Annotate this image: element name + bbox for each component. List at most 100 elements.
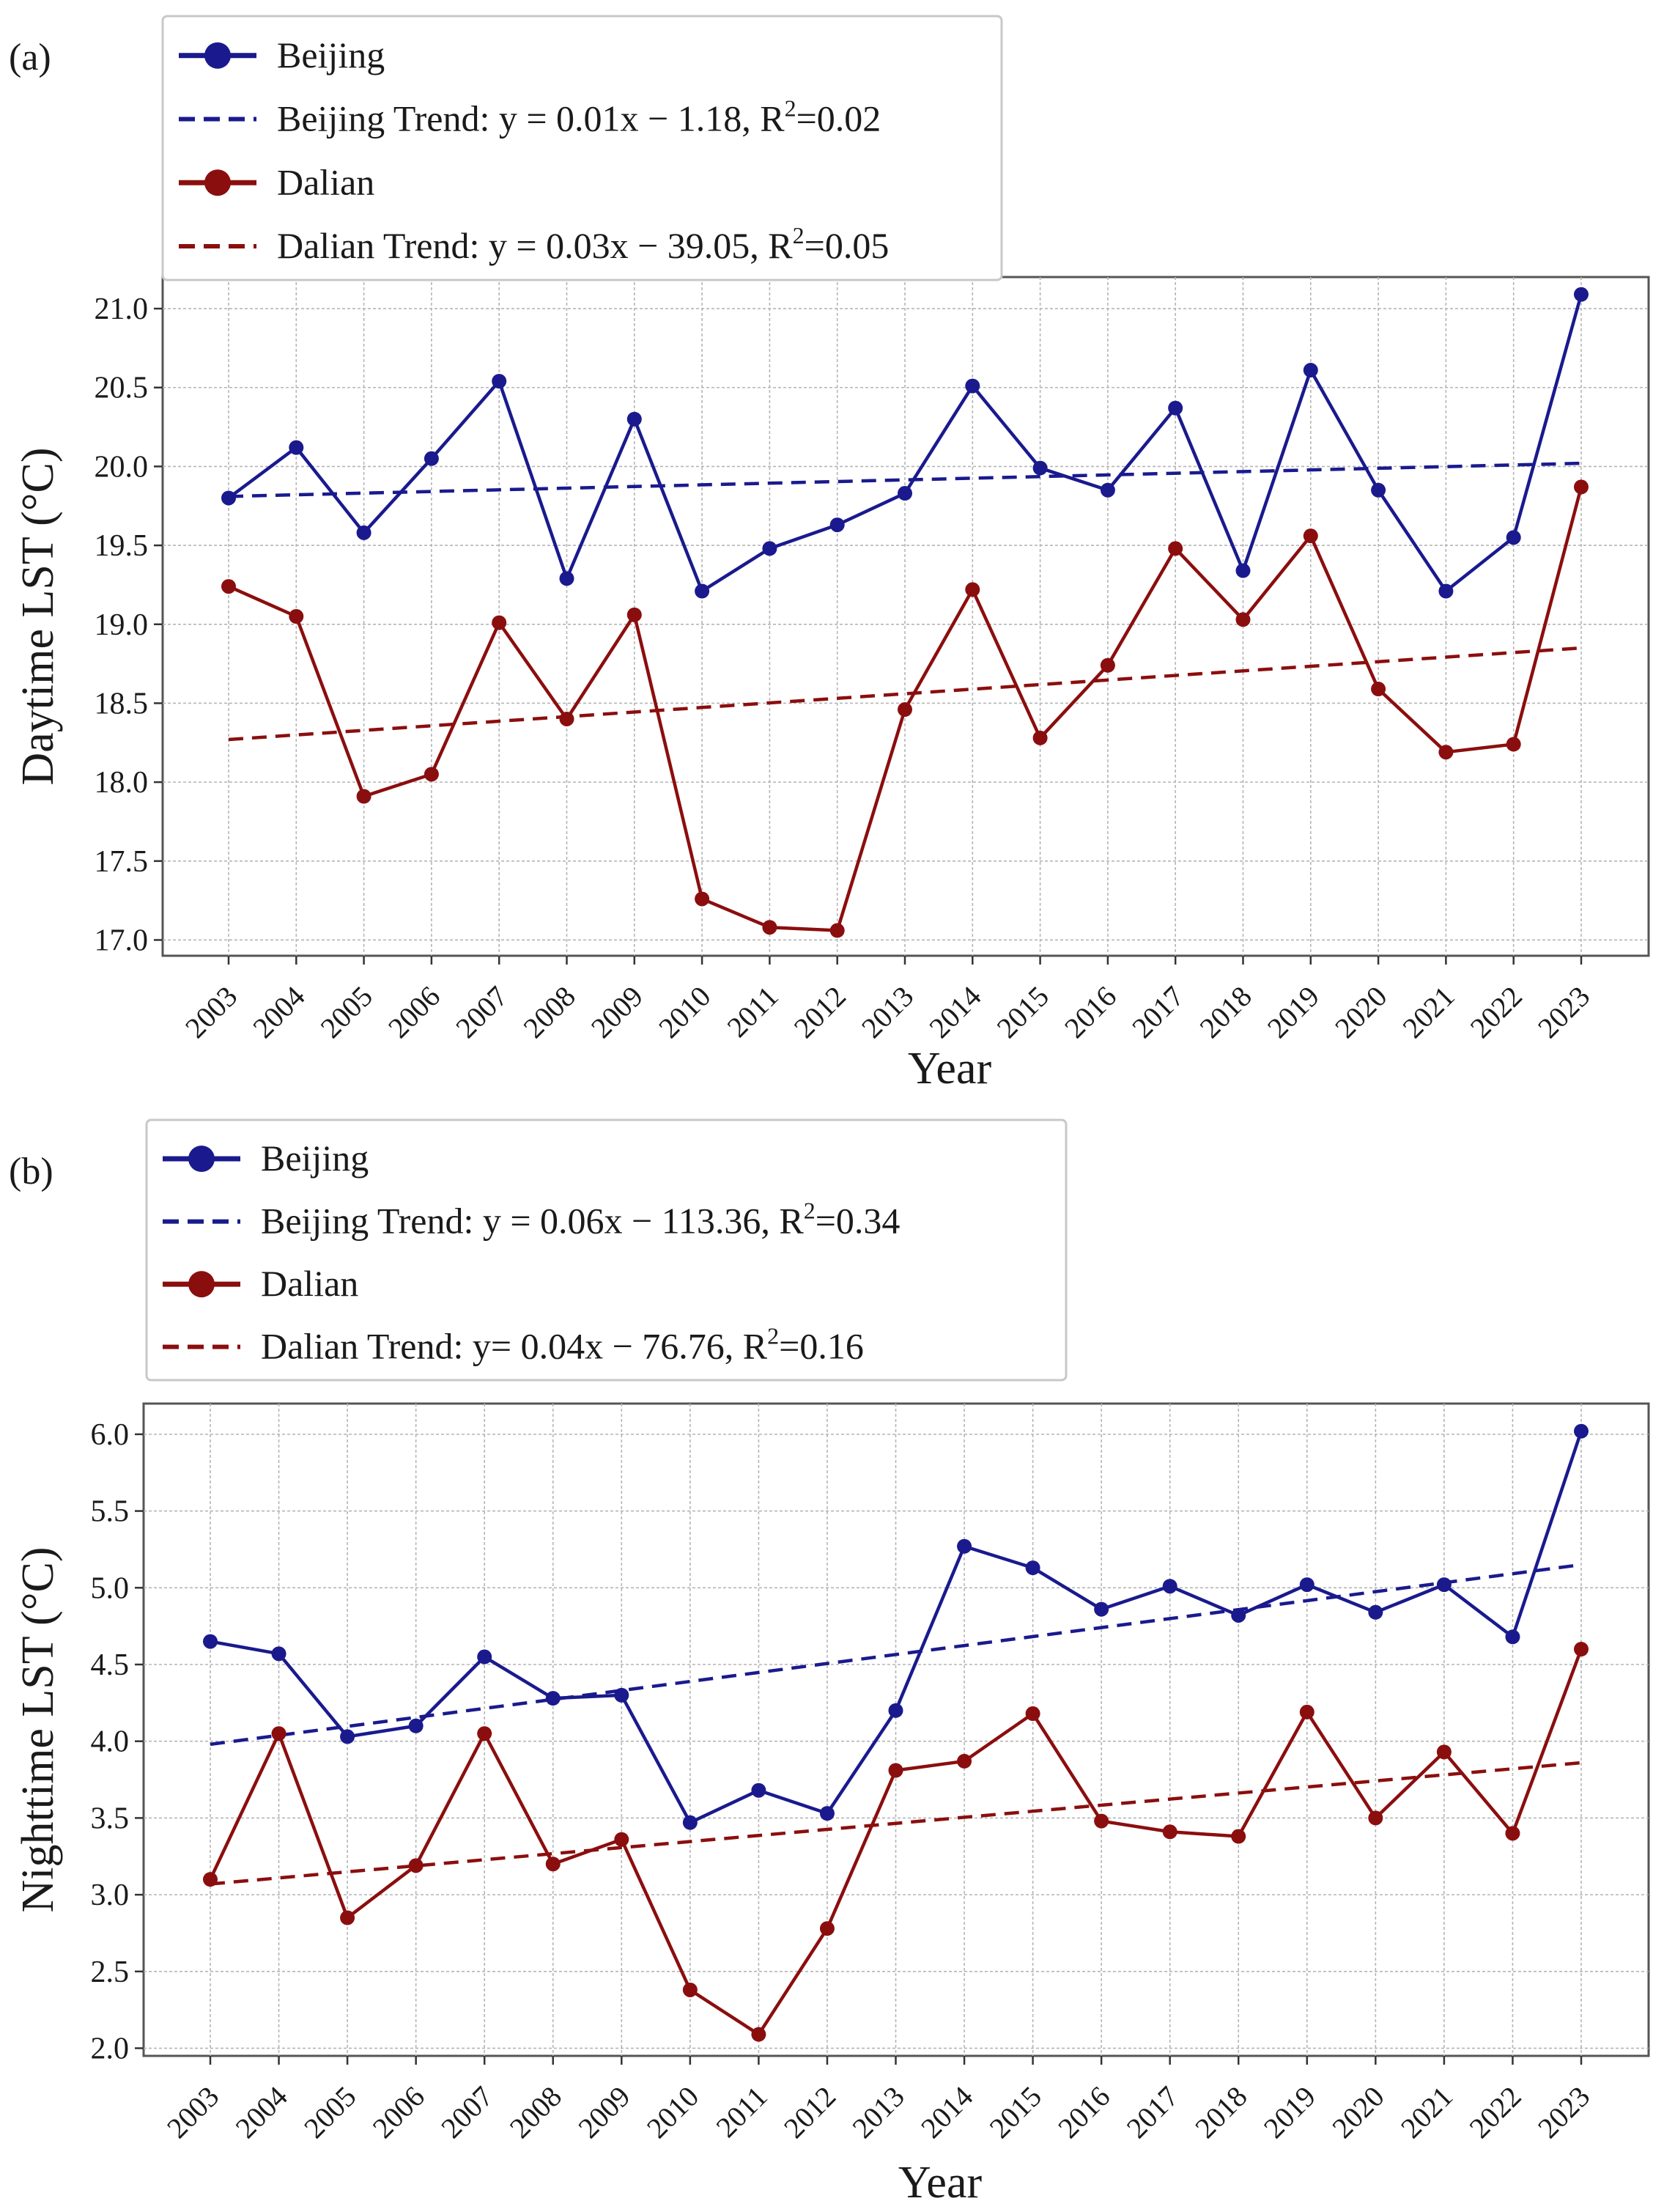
legend-label: Beijing Trend: y = 0.06x − 113.36, R2=0.… (261, 1198, 900, 1242)
y-tick-label: 21.0 (95, 292, 149, 326)
legend-label: Beijing (261, 1138, 369, 1179)
x-tick-label: 2003 (160, 2080, 225, 2145)
data-point-dalian (682, 1982, 698, 1997)
data-point-dalian (356, 789, 371, 804)
data-point-beijing (203, 1634, 218, 1649)
legend-label: Dalian Trend: y= 0.04x − 76.76, R2=0.16 (261, 1323, 864, 1367)
x-tick-label: 2010 (652, 980, 717, 1044)
legend-label-sup: 2 (785, 95, 796, 122)
data-point-beijing (888, 1703, 903, 1718)
y-tick-label: 4.0 (91, 1725, 130, 1759)
legend-marker-dalian (204, 169, 231, 196)
legend-box (145, 1118, 1068, 1382)
data-point-beijing (477, 1649, 492, 1664)
legend-label: Dalian (277, 161, 374, 202)
data-point-dalian (408, 1858, 424, 1873)
data-point-beijing (682, 1815, 698, 1830)
x-tick-label: 2007 (435, 2080, 499, 2145)
x-tick-label: 2015 (991, 980, 1055, 1044)
y-axis-label: Nighttime LST (°C) (13, 1547, 63, 1913)
x-tick-label: 2004 (246, 980, 311, 1044)
legend-label: Beijing Trend: y = 0.01x − 1.18, R2=0.02 (277, 95, 881, 139)
trend-line-dalian-trend (210, 1761, 1582, 1886)
x-tick-label: 2018 (1188, 2080, 1253, 2145)
y-tick-label: 19.0 (95, 608, 149, 642)
data-point-dalian (1162, 1824, 1177, 1840)
x-tick-label: 2019 (1257, 2080, 1322, 2145)
x-tick-label: 2008 (517, 980, 581, 1044)
data-point-beijing (1506, 530, 1521, 545)
data-point-dalian (1574, 1642, 1589, 1657)
x-axis-label: Year (898, 2158, 983, 2208)
x-tick-label: 2006 (382, 980, 446, 1044)
data-point-dalian (1303, 528, 1318, 544)
trend-line-beijing-trend (228, 461, 1582, 498)
data-point-dalian (1100, 657, 1115, 673)
data-point-dalian (289, 609, 304, 624)
legend-marker-beijing (188, 1146, 215, 1173)
data-point-dalian (271, 1726, 286, 1741)
x-tick-label: 2021 (1394, 2080, 1459, 2145)
data-point-beijing (1032, 460, 1048, 476)
x-tick-label: 2007 (449, 980, 514, 1044)
data-point-beijing (545, 1691, 561, 1706)
legend-box (161, 15, 1003, 281)
data-point-beijing (1574, 1423, 1589, 1439)
x-tick-label: 2020 (1328, 980, 1393, 1044)
data-point-dalian (1299, 1704, 1314, 1719)
data-point-beijing (289, 440, 304, 455)
data-point-dalian (1506, 737, 1521, 752)
data-point-dalian (1231, 1829, 1246, 1844)
panel-label: (a) (9, 37, 51, 78)
legend-label-sup: 2 (793, 222, 805, 248)
data-point-beijing (408, 1718, 424, 1733)
x-axis-label: Year (908, 1044, 992, 1094)
data-point-beijing (626, 411, 642, 427)
y-tick-label: 17.5 (95, 845, 149, 879)
x-tick-label: 2017 (1125, 980, 1190, 1044)
data-point-dalian (898, 702, 912, 718)
x-tick-label: 2008 (503, 2080, 568, 2145)
y-tick-label: 3.5 (91, 1802, 130, 1835)
data-point-beijing (614, 1687, 629, 1703)
data-point-dalian (1371, 682, 1386, 697)
x-tick-label: 2014 (922, 980, 987, 1044)
data-point-beijing (898, 486, 912, 501)
x-tick-label: 2022 (1464, 980, 1528, 1044)
x-tick-label: 2016 (1058, 980, 1123, 1044)
legend-label: Dalian Trend: y = 0.03x − 39.05, R2=0.05 (277, 222, 889, 266)
data-point-beijing (1100, 482, 1115, 498)
data-point-beijing (1436, 1577, 1452, 1593)
x-tick-label: 2013 (855, 980, 920, 1044)
data-point-dalian (965, 582, 980, 597)
y-axis-label: Daytime LST (°C) (13, 447, 63, 785)
x-tick-label: 2015 (983, 2080, 1048, 2145)
x-tick-label: 2018 (1193, 980, 1257, 1044)
data-point-dalian (1436, 1744, 1452, 1760)
trend-line-beijing-trend (210, 1563, 1582, 1747)
data-point-beijing (1505, 1629, 1520, 1645)
data-point-dalian (424, 767, 439, 782)
trend-line-dalian-trend (228, 646, 1582, 742)
y-tick-label: 2.5 (91, 1955, 130, 1989)
x-tick-label: 2019 (1261, 980, 1325, 1044)
data-point-dalian (1235, 612, 1251, 627)
data-point-dalian (221, 579, 236, 594)
x-tick-label: 2013 (846, 2080, 910, 2145)
data-point-dalian (1032, 730, 1048, 745)
x-tick-label: 2022 (1463, 2080, 1527, 2145)
data-point-beijing (221, 490, 236, 506)
y-tick-label: 2.0 (91, 2032, 130, 2066)
data-point-beijing (1025, 1560, 1040, 1576)
data-point-beijing (1368, 1604, 1383, 1620)
legend-label-main: Dalian Trend: y= 0.04x − 76.76, R (261, 1326, 768, 1367)
x-tick-label: 2003 (179, 980, 243, 1044)
y-tick-label: 17.0 (95, 923, 149, 957)
y-tick-label: 5.0 (91, 1571, 130, 1605)
y-tick-label: 19.5 (95, 529, 149, 563)
data-point-beijing (1299, 1577, 1314, 1593)
data-point-beijing (1303, 363, 1318, 378)
data-point-beijing (1371, 482, 1386, 498)
data-point-beijing (1231, 1607, 1246, 1623)
data-point-dalian (751, 2027, 766, 2042)
